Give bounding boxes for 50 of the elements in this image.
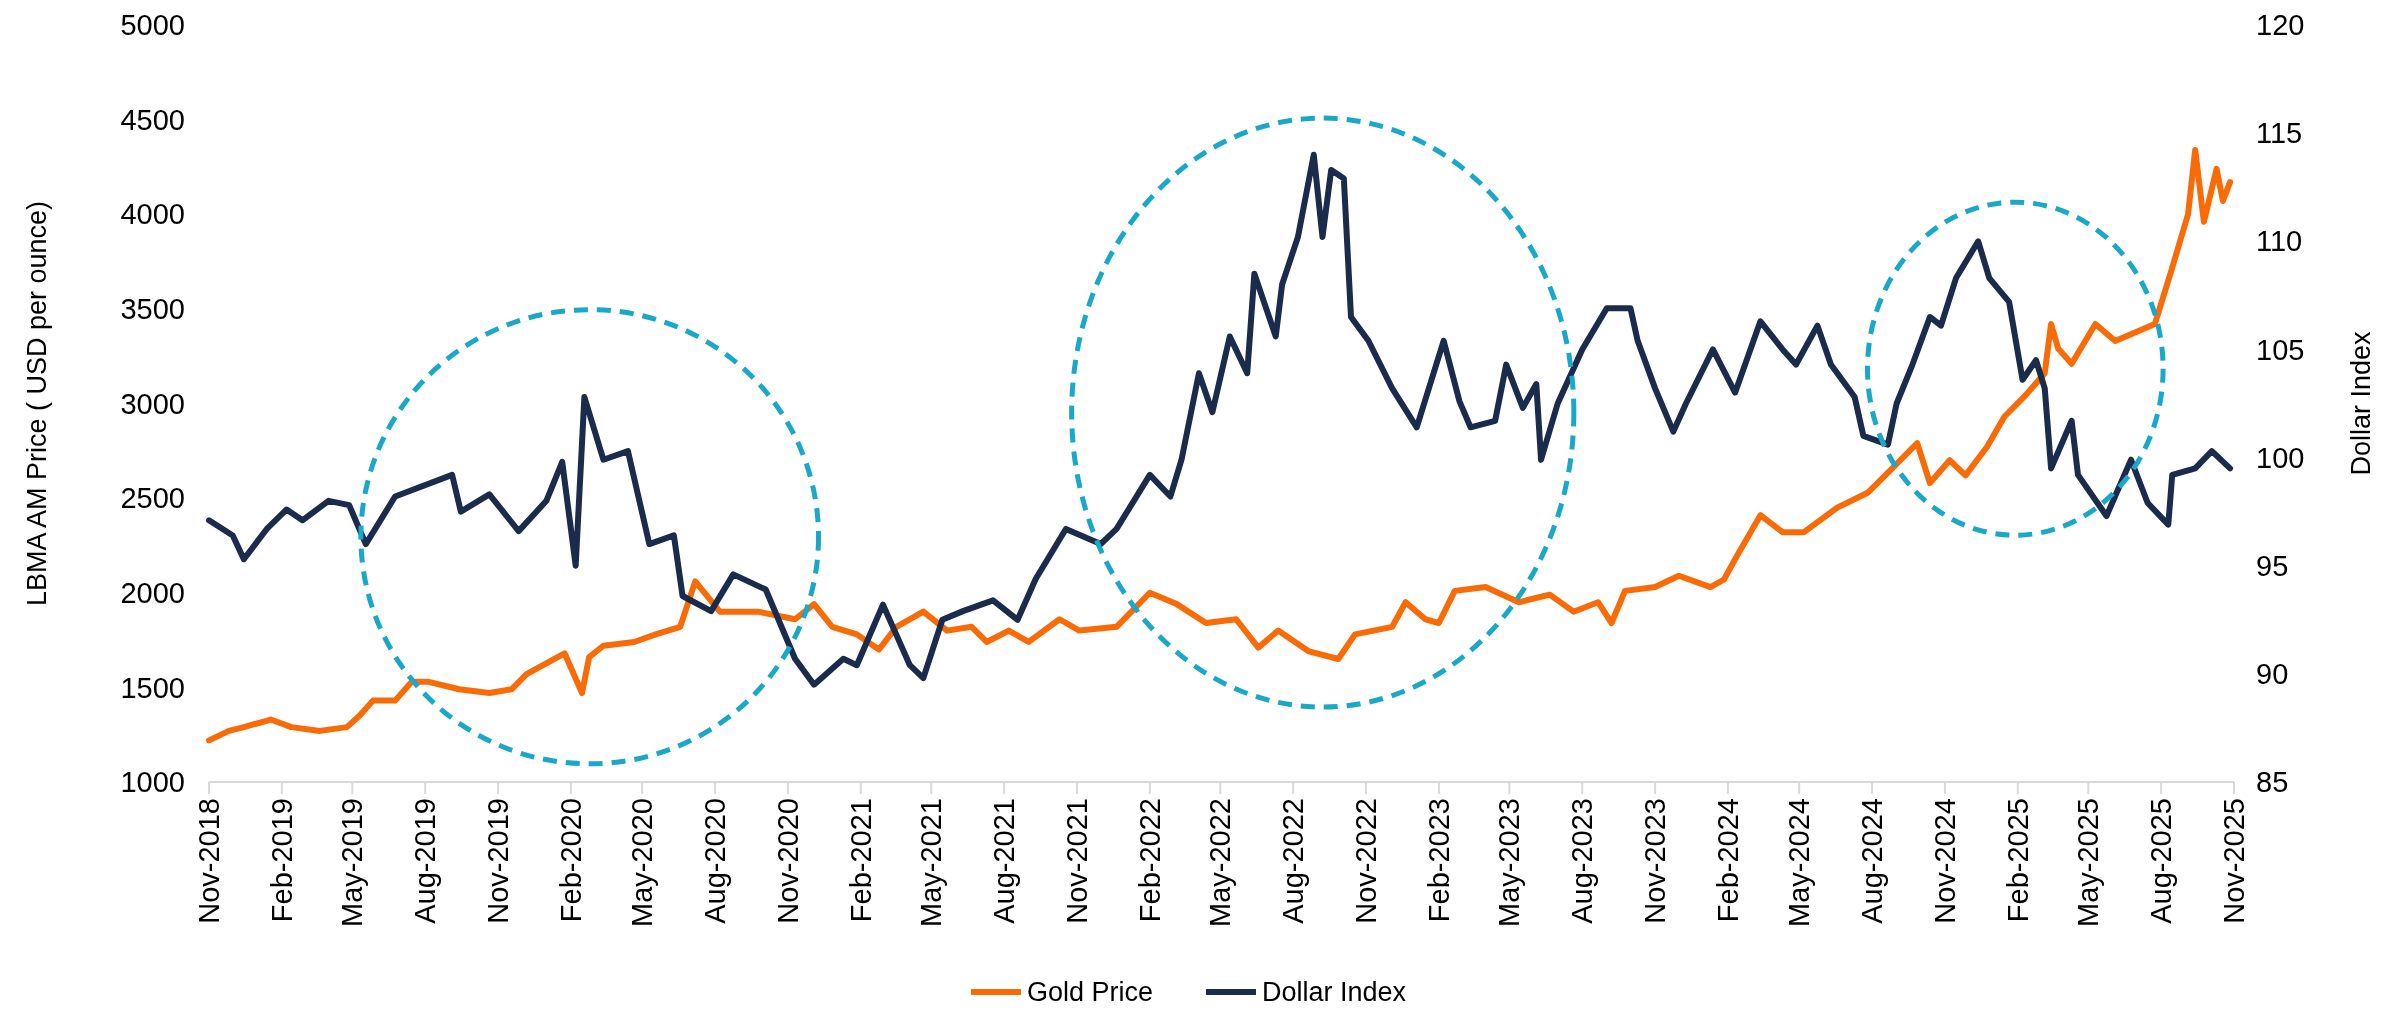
x-tick-label: Aug-2024 — [1856, 798, 1889, 924]
x-tick-label: Nov-2021 — [1060, 798, 1093, 924]
x-tick-label: May-2024 — [1783, 798, 1816, 927]
x-tick-label: Feb-2025 — [2001, 798, 2034, 923]
x-tick-label: May-2021 — [915, 798, 948, 927]
x-tick-label: Nov-2018 — [193, 798, 225, 924]
y-tick-label: 4500 — [120, 103, 185, 136]
x-tick-label: Aug-2023 — [1566, 798, 1599, 924]
y-tick-label: 2500 — [120, 482, 185, 515]
x-tick-label: Aug-2025 — [2145, 798, 2178, 924]
x-tick-label: May-2023 — [1493, 798, 1526, 927]
x-tick-label: May-2022 — [1204, 798, 1237, 927]
y2-axis-title: Dollar Index — [2346, 330, 2376, 476]
y2-tick-label: 120 — [2256, 9, 2305, 42]
x-tick-label: Aug-2020 — [699, 798, 732, 924]
x-tick-label: Feb-2024 — [1711, 798, 1744, 923]
x-tick-label: Nov-2025 — [2218, 798, 2250, 924]
x-tick-label: Feb-2020 — [554, 798, 587, 923]
y2-tick-label: 115 — [2256, 117, 2303, 150]
x-tick-label: Aug-2022 — [1277, 798, 1310, 924]
x-tick-label: Nov-2020 — [771, 798, 804, 924]
y-tick-label: 3500 — [120, 293, 185, 326]
x-tick-label: Feb-2021 — [844, 798, 877, 923]
x-tick-label: Feb-2022 — [1133, 798, 1166, 923]
y2-tick-label: 105 — [2256, 333, 2305, 366]
x-tick-label: Nov-2019 — [482, 798, 515, 924]
x-tick-label: Nov-2024 — [1928, 798, 1961, 924]
y-tick-label: 1500 — [120, 671, 185, 704]
y-tick-label: 4000 — [120, 198, 185, 231]
x-tick-label: Feb-2019 — [265, 798, 298, 923]
y2-tick-label: 110 — [2256, 225, 2303, 258]
x-tick-label: May-2025 — [2072, 798, 2105, 927]
x-tick-label: Nov-2023 — [1639, 798, 1672, 924]
legend-label: Dollar Index — [1262, 977, 1407, 1008]
y-tick-label: 2000 — [120, 576, 185, 609]
y-tick-label: 3000 — [120, 387, 185, 420]
legend-label: Gold Price — [1027, 977, 1154, 1008]
y-tick-label: 1000 — [120, 766, 185, 799]
y2-tick-label: 95 — [2256, 549, 2289, 582]
y2-tick-label: 100 — [2256, 441, 2305, 474]
x-tick-label: May-2020 — [626, 798, 659, 927]
y2-tick-label: 90 — [2256, 658, 2289, 691]
y-tick-label: 5000 — [120, 9, 185, 42]
x-tick-label: Feb-2023 — [1422, 798, 1455, 923]
x-tick-label: Aug-2019 — [409, 798, 442, 924]
x-tick-label: Aug-2021 — [988, 798, 1021, 924]
x-tick-label: May-2019 — [336, 798, 369, 927]
y2-tick-label: 85 — [2256, 766, 2289, 799]
x-tick-label: Nov-2022 — [1350, 798, 1383, 924]
y-axis-title: LBMA AM Price ( USD per ounce) — [22, 200, 52, 607]
